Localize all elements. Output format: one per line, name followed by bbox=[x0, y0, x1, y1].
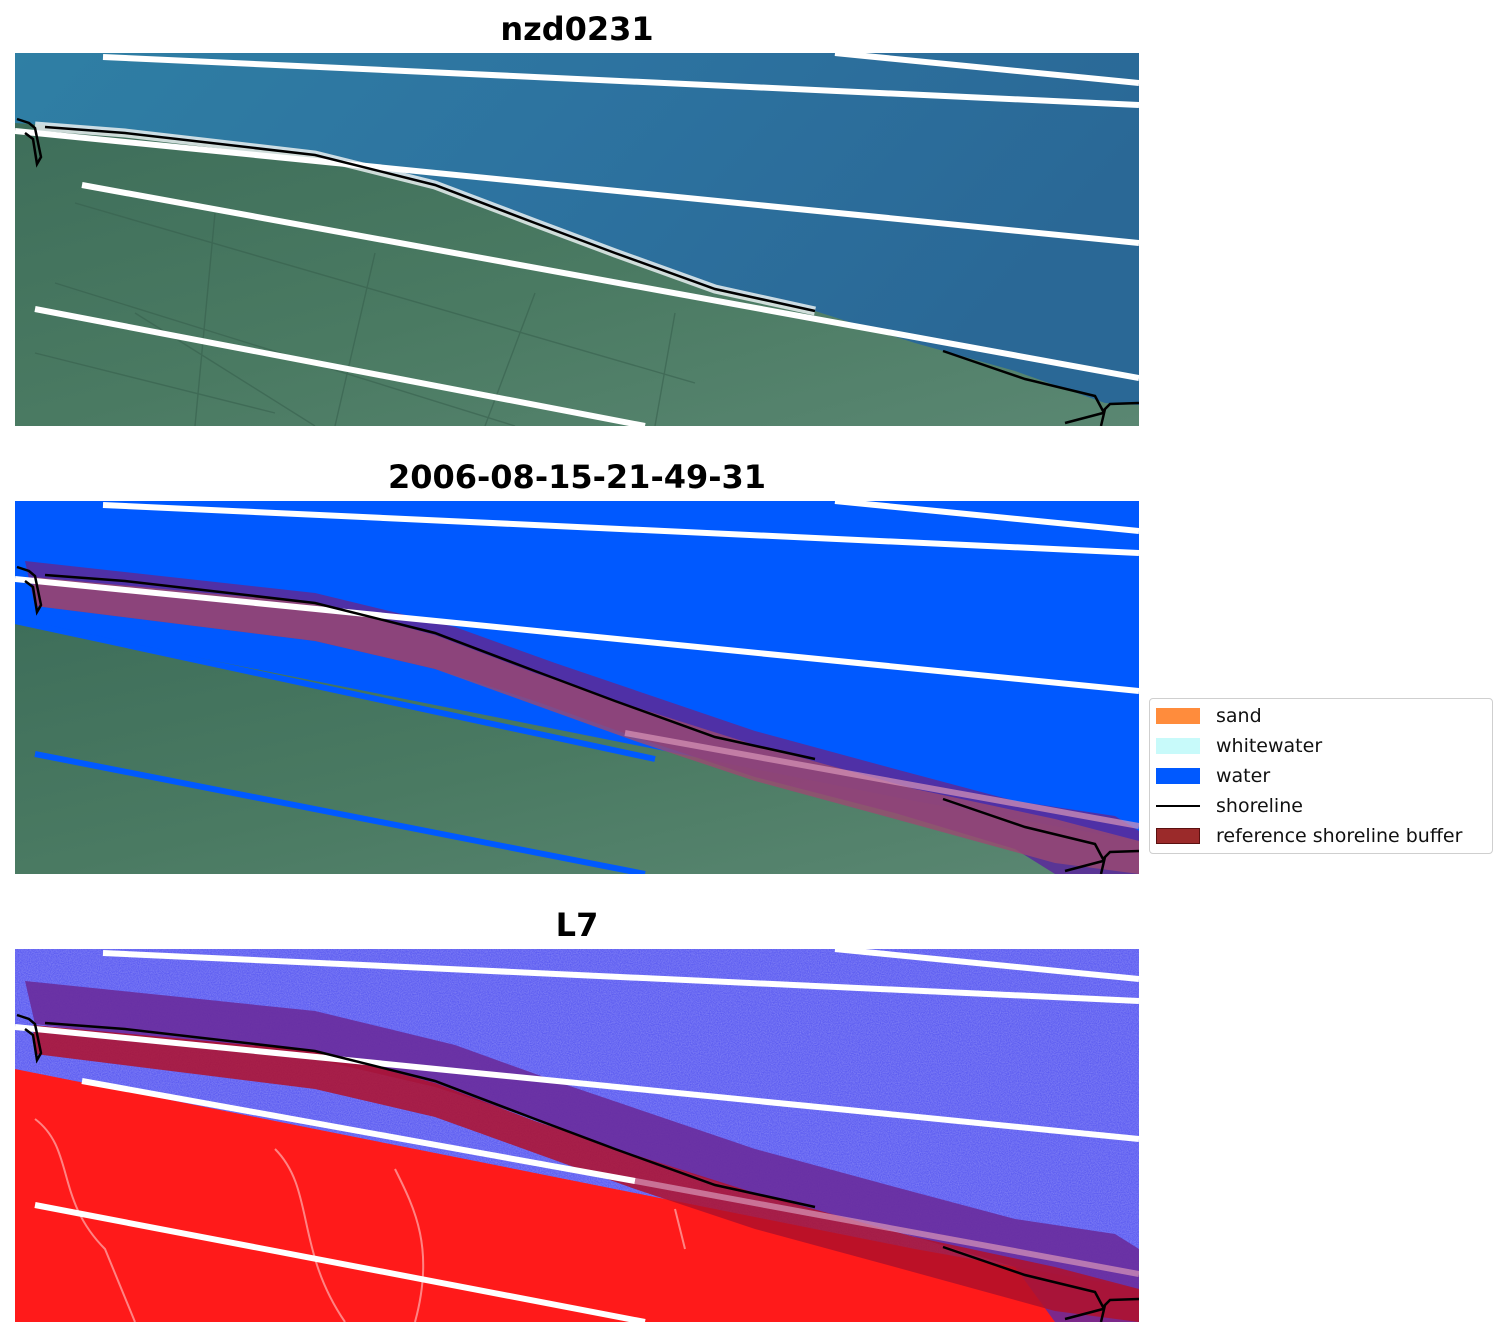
legend-item-whitewater: whitewater bbox=[1156, 734, 1322, 758]
panel-title-date: 2006-08-15-21-49-31 bbox=[387, 458, 767, 496]
index-image-panel bbox=[15, 949, 1139, 1322]
index-image bbox=[15, 949, 1139, 1322]
sand-swatch bbox=[1156, 708, 1200, 724]
legend-item-buffer: reference shoreline buffer bbox=[1156, 824, 1462, 848]
scan-line-gaps-buffer bbox=[634, 1178, 1139, 1277]
scan-line-gaps-buffer bbox=[624, 730, 1139, 829]
buffer-swatch bbox=[1156, 828, 1200, 844]
classified-image-panel bbox=[15, 501, 1139, 874]
panel-title-rgb: nzd0231 bbox=[500, 10, 654, 48]
classified-image bbox=[15, 501, 1139, 874]
buffer-over-land bbox=[33, 577, 1139, 874]
legend-label-shoreline: shoreline bbox=[1216, 795, 1303, 817]
land-index bbox=[15, 1069, 1139, 1322]
legend: sand whitewater water shoreline referenc… bbox=[1149, 698, 1493, 854]
legend-item-shoreline: shoreline bbox=[1156, 794, 1303, 818]
scan-line-gaps bbox=[15, 949, 1139, 1322]
scan-line-gaps bbox=[15, 53, 1139, 426]
shoreline-index bbox=[16, 1013, 1139, 1322]
legend-item-sand: sand bbox=[1156, 704, 1262, 728]
shoreline-line-icon bbox=[1156, 805, 1200, 807]
water-swatch bbox=[1156, 768, 1200, 784]
rgb-image-panel bbox=[15, 53, 1139, 426]
scan-line-gaps bbox=[15, 501, 1139, 694]
legend-label-sand: sand bbox=[1216, 705, 1262, 727]
water-scan-edges bbox=[15, 618, 656, 874]
shoreline-rgb bbox=[16, 117, 1139, 426]
panel-title-satellite: L7 bbox=[555, 906, 599, 944]
legend-item-water: water bbox=[1156, 764, 1270, 788]
legend-label-buffer: reference shoreline buffer bbox=[1216, 825, 1463, 847]
legend-label-water: water bbox=[1216, 765, 1271, 787]
field-boundaries bbox=[34, 202, 696, 426]
rgb-image bbox=[15, 53, 1139, 426]
legend-label-whitewater: whitewater bbox=[1216, 735, 1323, 757]
buffer-over-water bbox=[25, 981, 1139, 1322]
whitewater-swatch bbox=[1156, 738, 1200, 754]
shoreline-classified bbox=[16, 565, 1139, 874]
land-channels bbox=[34, 1118, 686, 1322]
buffer-over-land bbox=[33, 1025, 1139, 1322]
